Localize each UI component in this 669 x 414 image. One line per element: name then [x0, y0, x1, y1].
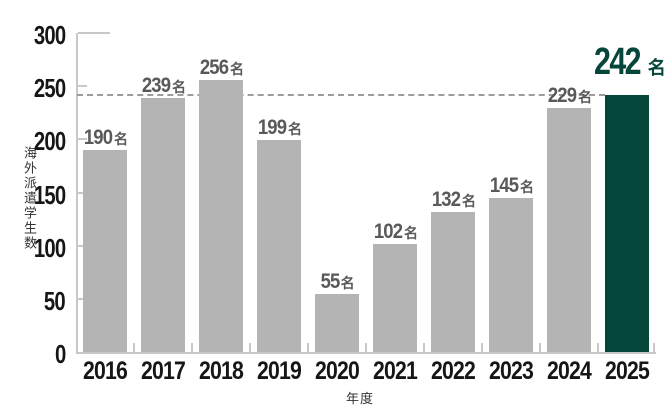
value-label-2021: 102 名: [372, 221, 418, 242]
y-tick-label: 300: [0, 22, 65, 48]
value-number: 132: [431, 187, 461, 211]
y-tick-value: 250: [33, 73, 65, 104]
y-tick-label: 0: [0, 341, 65, 367]
value-unit: 名: [578, 89, 593, 106]
bar-2016: [83, 149, 127, 352]
value-number: 102: [373, 219, 403, 243]
x-axis-tick: [133, 343, 135, 352]
bar-2020: [315, 293, 359, 352]
x-label-2016: 2016: [79, 359, 131, 384]
value-label-2017: 239 名: [140, 75, 186, 96]
value-unit: 名: [647, 57, 666, 78]
bar-2021: [373, 243, 417, 352]
year-text: 2017: [141, 357, 186, 385]
x-label-2018: 2018: [195, 359, 247, 384]
y-tick-value: 100: [33, 232, 65, 263]
y-tick-value: 300: [33, 20, 65, 50]
y-axis-tick: [78, 244, 87, 247]
bar-2019: [257, 140, 301, 352]
year-text: 2020: [315, 357, 360, 385]
bar-2017: [141, 97, 185, 352]
y-tick-value: 200: [33, 126, 65, 157]
x-label-2025: 2025: [601, 359, 653, 384]
x-label-2023: 2023: [485, 359, 537, 384]
value-unit: 名: [172, 78, 187, 95]
value-number: 199: [257, 116, 287, 140]
x-axis-tick: [423, 343, 425, 352]
x-axis-tick: [597, 343, 599, 352]
value-number: 229: [547, 84, 577, 108]
year-text: 2024: [547, 357, 592, 385]
y-axis-tick: [78, 85, 87, 88]
y-axis-tick: [78, 191, 87, 194]
year-text: 2018: [199, 357, 244, 385]
x-axis-end-tick: [653, 343, 655, 352]
value-label-2025: 242 名: [588, 40, 666, 83]
x-axis-tick: [481, 343, 483, 352]
value-unit: 名: [462, 192, 477, 209]
y-tick-value: 150: [33, 179, 65, 210]
value-unit: 名: [340, 274, 355, 291]
value-number: 190: [83, 125, 113, 149]
x-label-2019: 2019: [253, 359, 305, 384]
y-axis-title: 海外派遣学生数: [22, 146, 37, 251]
y-axis-line: [76, 33, 78, 353]
x-label-2017: 2017: [137, 359, 189, 384]
y-tick-label: 150: [0, 182, 65, 208]
x-label-2024: 2024: [543, 359, 595, 384]
value-label-2023: 145 名: [488, 175, 534, 196]
value-unit: 名: [404, 224, 419, 241]
value-number: 256: [199, 55, 229, 79]
value-label-2018: 256 名: [198, 57, 244, 78]
x-axis-title: 年度: [345, 391, 375, 406]
value-label-2024: 229 名: [546, 85, 592, 106]
y-tick-label: 200: [0, 128, 65, 154]
y-tick-label: 50: [0, 285, 66, 316]
year-text: 2021: [373, 357, 418, 385]
y-axis-tick: [78, 138, 87, 141]
x-axis-tick: [249, 343, 251, 352]
bar-2018: [199, 79, 243, 352]
year-text: 2022: [431, 357, 476, 385]
x-label-2022: 2022: [427, 359, 479, 384]
y-tick-value: 50: [44, 285, 66, 316]
value-unit: 名: [520, 178, 535, 195]
bar-2024: [547, 108, 591, 352]
year-text: 2019: [257, 357, 302, 385]
x-label-2020: 2020: [311, 359, 363, 384]
y-tick-value: 0: [54, 339, 65, 369]
value-unit: 名: [230, 60, 245, 77]
x-axis-tick: [539, 343, 541, 352]
value-label-2022: 132 名: [430, 189, 476, 210]
y-axis-tick: [78, 32, 110, 34]
x-label-2021: 2021: [369, 359, 421, 384]
y-axis-tick: [78, 297, 87, 300]
value-label-2016: 190 名: [82, 127, 128, 148]
x-axis-tick: [365, 343, 367, 352]
year-text: 2025: [605, 357, 650, 385]
y-tick-label: 100: [0, 235, 65, 261]
value-number: 239: [141, 73, 171, 97]
year-text: 2016: [83, 357, 128, 385]
bar-2025: [605, 94, 649, 352]
x-axis-tick: [191, 343, 193, 352]
reference-dashed-line: [77, 93, 605, 96]
x-axis-tick: [307, 343, 309, 352]
value-label-2020: 55名: [319, 269, 355, 293]
value-label-2019: 199 名: [256, 117, 302, 138]
bar-2023: [489, 197, 533, 352]
x-axis-line: [76, 352, 656, 354]
value-number: 55: [320, 269, 341, 293]
value-number: 145: [489, 173, 519, 197]
value-unit: 名: [288, 121, 303, 138]
value-number: 242: [594, 40, 642, 83]
value-unit: 名: [114, 130, 129, 147]
y-tick-label: 250: [0, 75, 65, 101]
year-text: 2023: [489, 357, 534, 385]
bar-2022: [431, 211, 475, 352]
